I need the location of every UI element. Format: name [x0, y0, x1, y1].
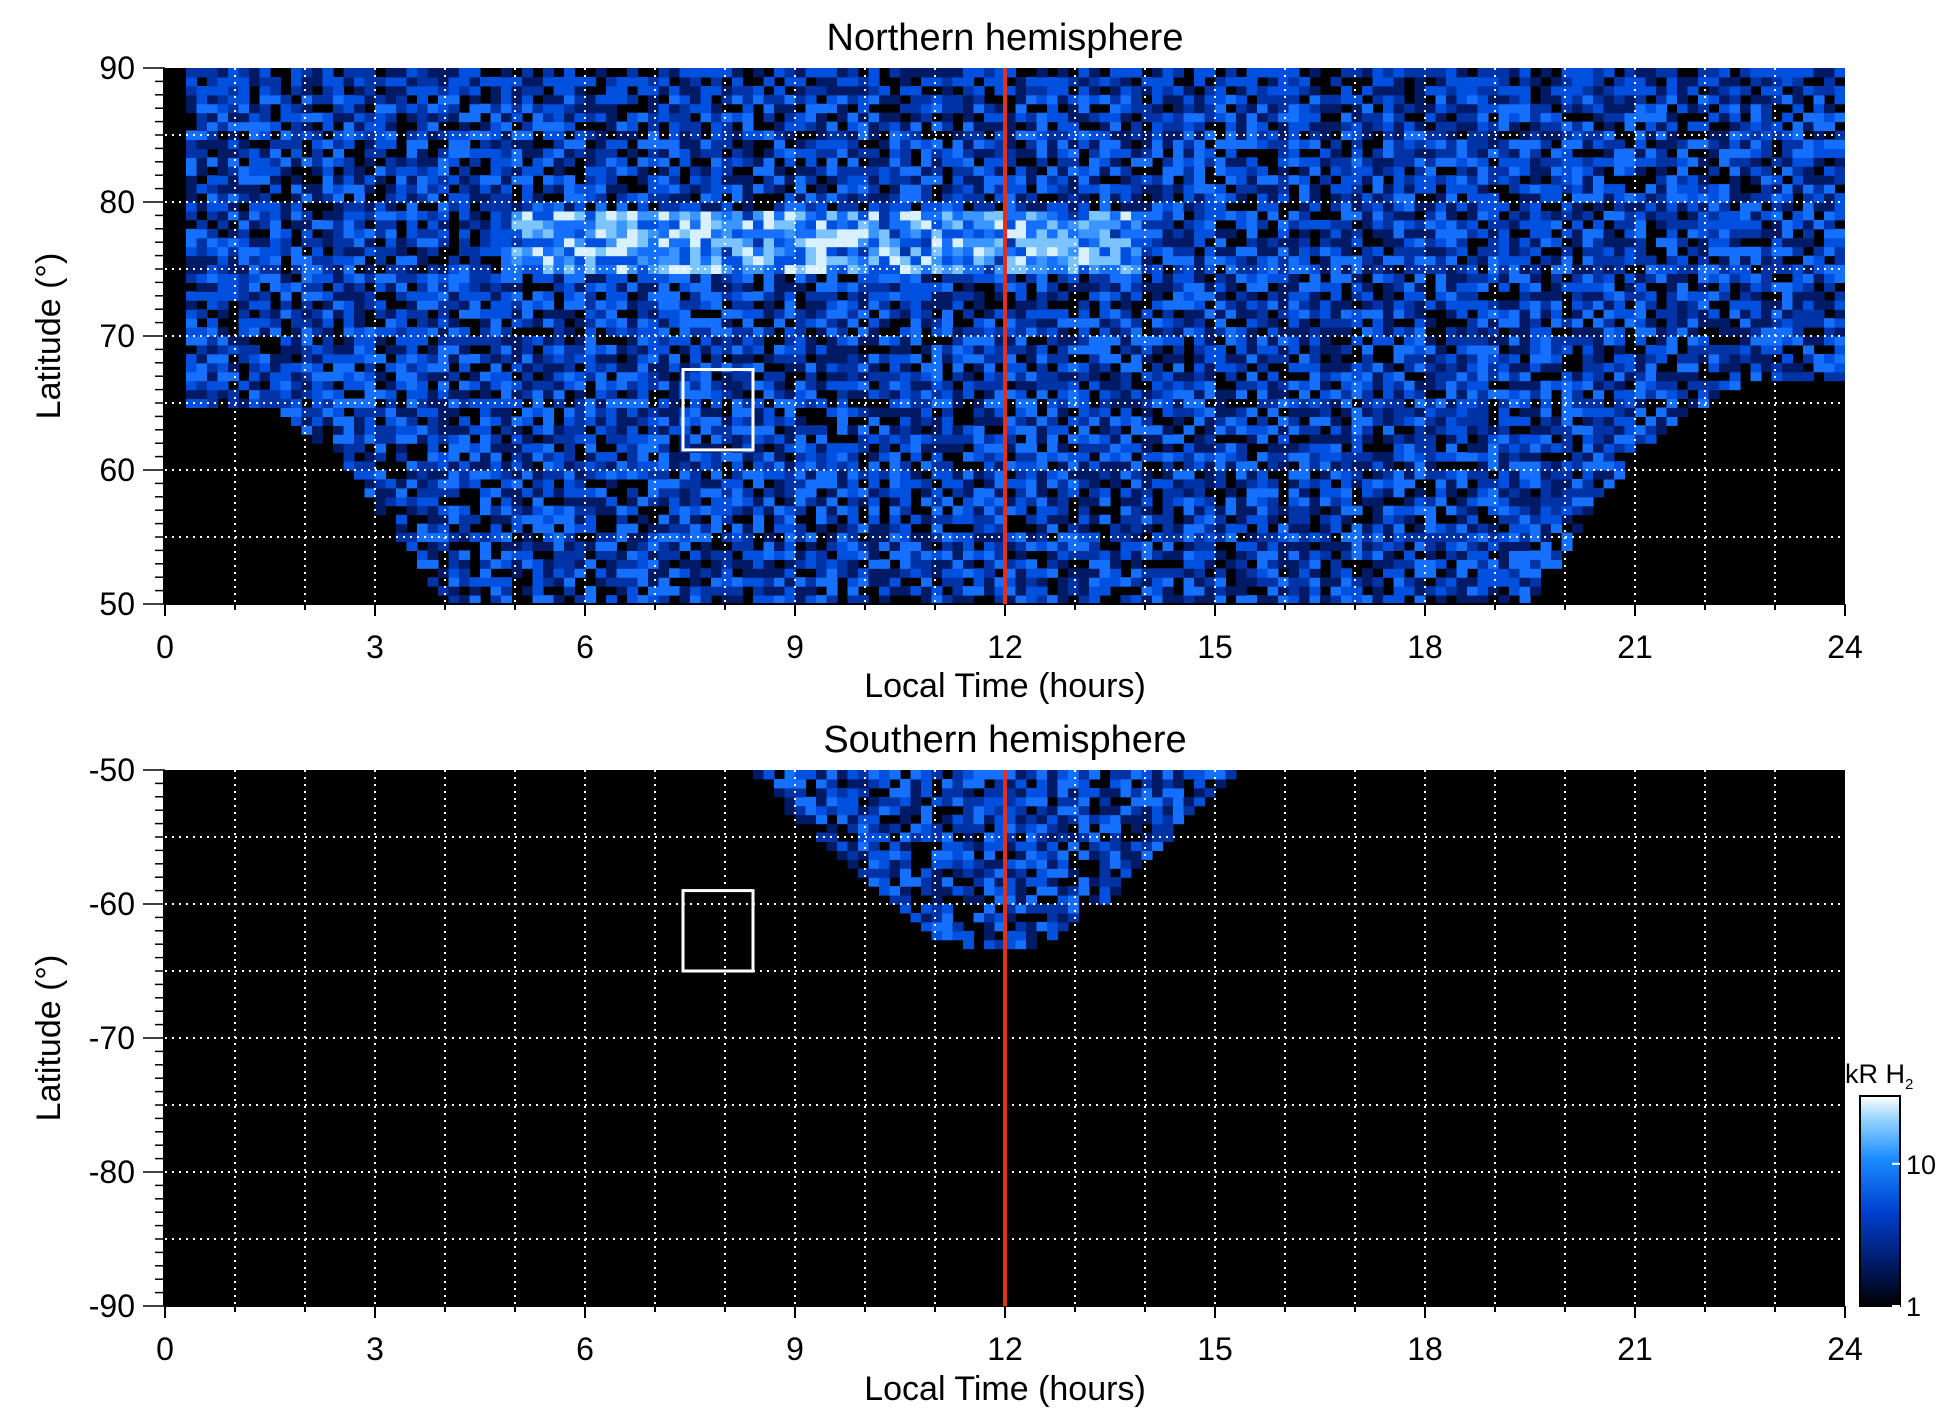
north-x-tick-label: 24	[1827, 629, 1863, 665]
north-x-tick-labels: 0 3 6 9 12 15 18 21 24	[156, 629, 1863, 665]
north-x-axis-label: Local Time (hours)	[864, 667, 1146, 705]
south-y-tick-label: -90	[89, 1288, 135, 1324]
colorbar-unit: kR H	[1845, 1059, 1905, 1089]
north-title: Northern hemisphere	[827, 17, 1184, 59]
south-x-tick-label: 3	[366, 1331, 384, 1367]
colorbar-gradient	[1859, 1095, 1901, 1307]
colorbar-tick-label: 10	[1906, 1150, 1936, 1180]
north-x-tick-label: 15	[1197, 629, 1233, 665]
north-y-tick-label: 60	[99, 452, 135, 488]
south-x-tick-label: 12	[987, 1331, 1023, 1367]
south-x-axis-label: Local Time (hours)	[864, 1370, 1146, 1408]
north-x-tick-label: 21	[1617, 629, 1653, 665]
north-x-tick-label: 6	[576, 629, 594, 665]
south-y-tick-label: -70	[89, 1020, 135, 1056]
south-title: Southern hemisphere	[823, 719, 1186, 761]
colorbar-tick-label: 1	[1906, 1292, 1921, 1322]
northern-hemisphere-panel: Northern hemisphere 0 3 6 9 12 15 18 21 24 50 60 7…	[30, 17, 1863, 705]
south-y-tick-labels: -50 -60 -70 -80 -90	[89, 752, 135, 1324]
south-x-tick-label: 18	[1407, 1331, 1443, 1367]
north-y-tick-label: 90	[99, 50, 135, 86]
southern-hemisphere-panel: Southern hemisphere 0 3 6 9 12 15 18 21 24 -50 -6…	[30, 719, 1863, 1408]
south-x-tick-label: 24	[1827, 1331, 1863, 1367]
north-highlight-box	[681, 368, 755, 452]
colorbar: kR H2 10 1	[1845, 1059, 1936, 1322]
north-emission-map	[186, 68, 1845, 604]
colorbar-label: kR H2	[1845, 1059, 1913, 1093]
south-highlight-box	[681, 889, 755, 973]
north-y-tick-label: 80	[99, 184, 135, 220]
south-y-tick-label: -50	[89, 752, 135, 788]
south-x-tick-label: 15	[1197, 1331, 1233, 1367]
south-x-tick-label: 6	[576, 1331, 594, 1367]
south-x-tick-label: 0	[156, 1331, 174, 1367]
south-y-axis-label: Latitude (°)	[30, 955, 68, 1122]
south-x-tick-label: 21	[1617, 1331, 1653, 1367]
south-emission-map	[753, 770, 1237, 950]
south-y-tick-label: -80	[89, 1154, 135, 1190]
north-x-tick-label: 12	[987, 629, 1023, 665]
north-x-tick-label: 0	[156, 629, 174, 665]
north-x-tick-label: 18	[1407, 629, 1443, 665]
north-y-tick-labels: 50 60 70 80 90	[99, 50, 135, 622]
south-x-tick-label: 9	[786, 1331, 804, 1367]
south-y-tick-label: -60	[89, 886, 135, 922]
north-y-tick-label: 50	[99, 586, 135, 622]
north-y-tick-label: 70	[99, 318, 135, 354]
north-x-tick-label: 3	[366, 629, 384, 665]
north-y-axis-label: Latitude (°)	[30, 253, 68, 420]
north-x-tick-label: 9	[786, 629, 804, 665]
south-x-tick-labels: 0 3 6 9 12 15 18 21 24	[156, 1331, 1863, 1367]
colorbar-unit-subscript: 2	[1905, 1076, 1913, 1093]
